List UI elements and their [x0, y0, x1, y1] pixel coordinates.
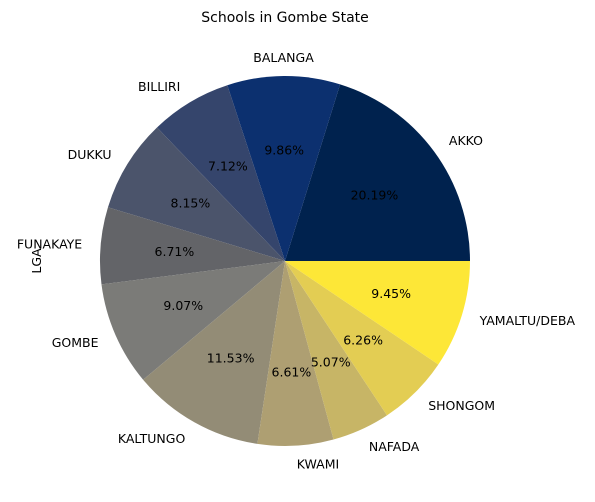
slice-label-kwami: KWAMI — [297, 457, 339, 472]
pie-slice-shongom — [285, 261, 439, 416]
slice-label-gombe: GOMBE — [52, 335, 99, 350]
pie-slice-nafada — [285, 261, 387, 440]
slice-percent-gombe: 9.07% — [163, 298, 203, 313]
slice-percent-labels: 20.19% 9.86% 7.12% 8.15% 6.71% 9.07% 11.53% 6.6… — [155, 143, 412, 380]
slice-percent-balanga: 9.86% — [264, 143, 304, 158]
slice-percent-shongom: 6.26% — [343, 332, 383, 347]
slice-label-akko: AKKO — [449, 133, 483, 148]
pie-slice-billiri — [156, 85, 285, 262]
pie-slices — [99, 76, 470, 446]
slice-percent-yamaltu-deba: 9.45% — [371, 286, 411, 301]
slice-labels: AKKO BALANGA BILLIRI DUKKU FUNAKAYE GOMBE KALT… — [17, 50, 576, 472]
slice-label-kaltungo: KALTUNGO — [118, 431, 186, 446]
pie-slice-gombe — [101, 261, 286, 380]
pie-slice-kwami — [257, 261, 334, 446]
slice-label-balanga: BALANGA — [253, 50, 314, 65]
slice-label-funakaye: FUNAKAYE — [17, 236, 82, 251]
pie-slice-dukku — [107, 127, 285, 262]
pie-slice-akko — [285, 84, 470, 262]
slice-label-shongom: SHONGOM — [428, 398, 495, 413]
slice-percent-kwami: 6.61% — [272, 364, 312, 379]
pie-slice-balanga — [227, 76, 341, 261]
pie-slice-funakaye — [99, 207, 285, 285]
slice-label-billiri: BILLIRI — [138, 79, 180, 94]
pie-slice-yamaltu-deba — [285, 261, 470, 365]
pie-slice-kaltungo — [143, 261, 285, 444]
slice-percent-kaltungo: 11.53% — [207, 350, 255, 365]
slice-label-nafada: NAFADA — [369, 439, 420, 454]
slice-percent-akko: 20.19% — [351, 188, 399, 203]
slice-percent-billiri: 7.12% — [208, 158, 248, 173]
slice-label-dukku: DUKKU — [68, 147, 112, 162]
y-axis-label: LGA — [29, 248, 44, 274]
slice-percent-funakaye: 6.71% — [155, 244, 195, 259]
slice-percent-nafada: 5.07% — [311, 355, 351, 370]
slice-percent-dukku: 8.15% — [171, 195, 211, 210]
slice-label-yamaltu-deba: YAMALTU/DEBA — [479, 313, 576, 328]
chart-title: Schools in Gombe State — [201, 10, 369, 26]
